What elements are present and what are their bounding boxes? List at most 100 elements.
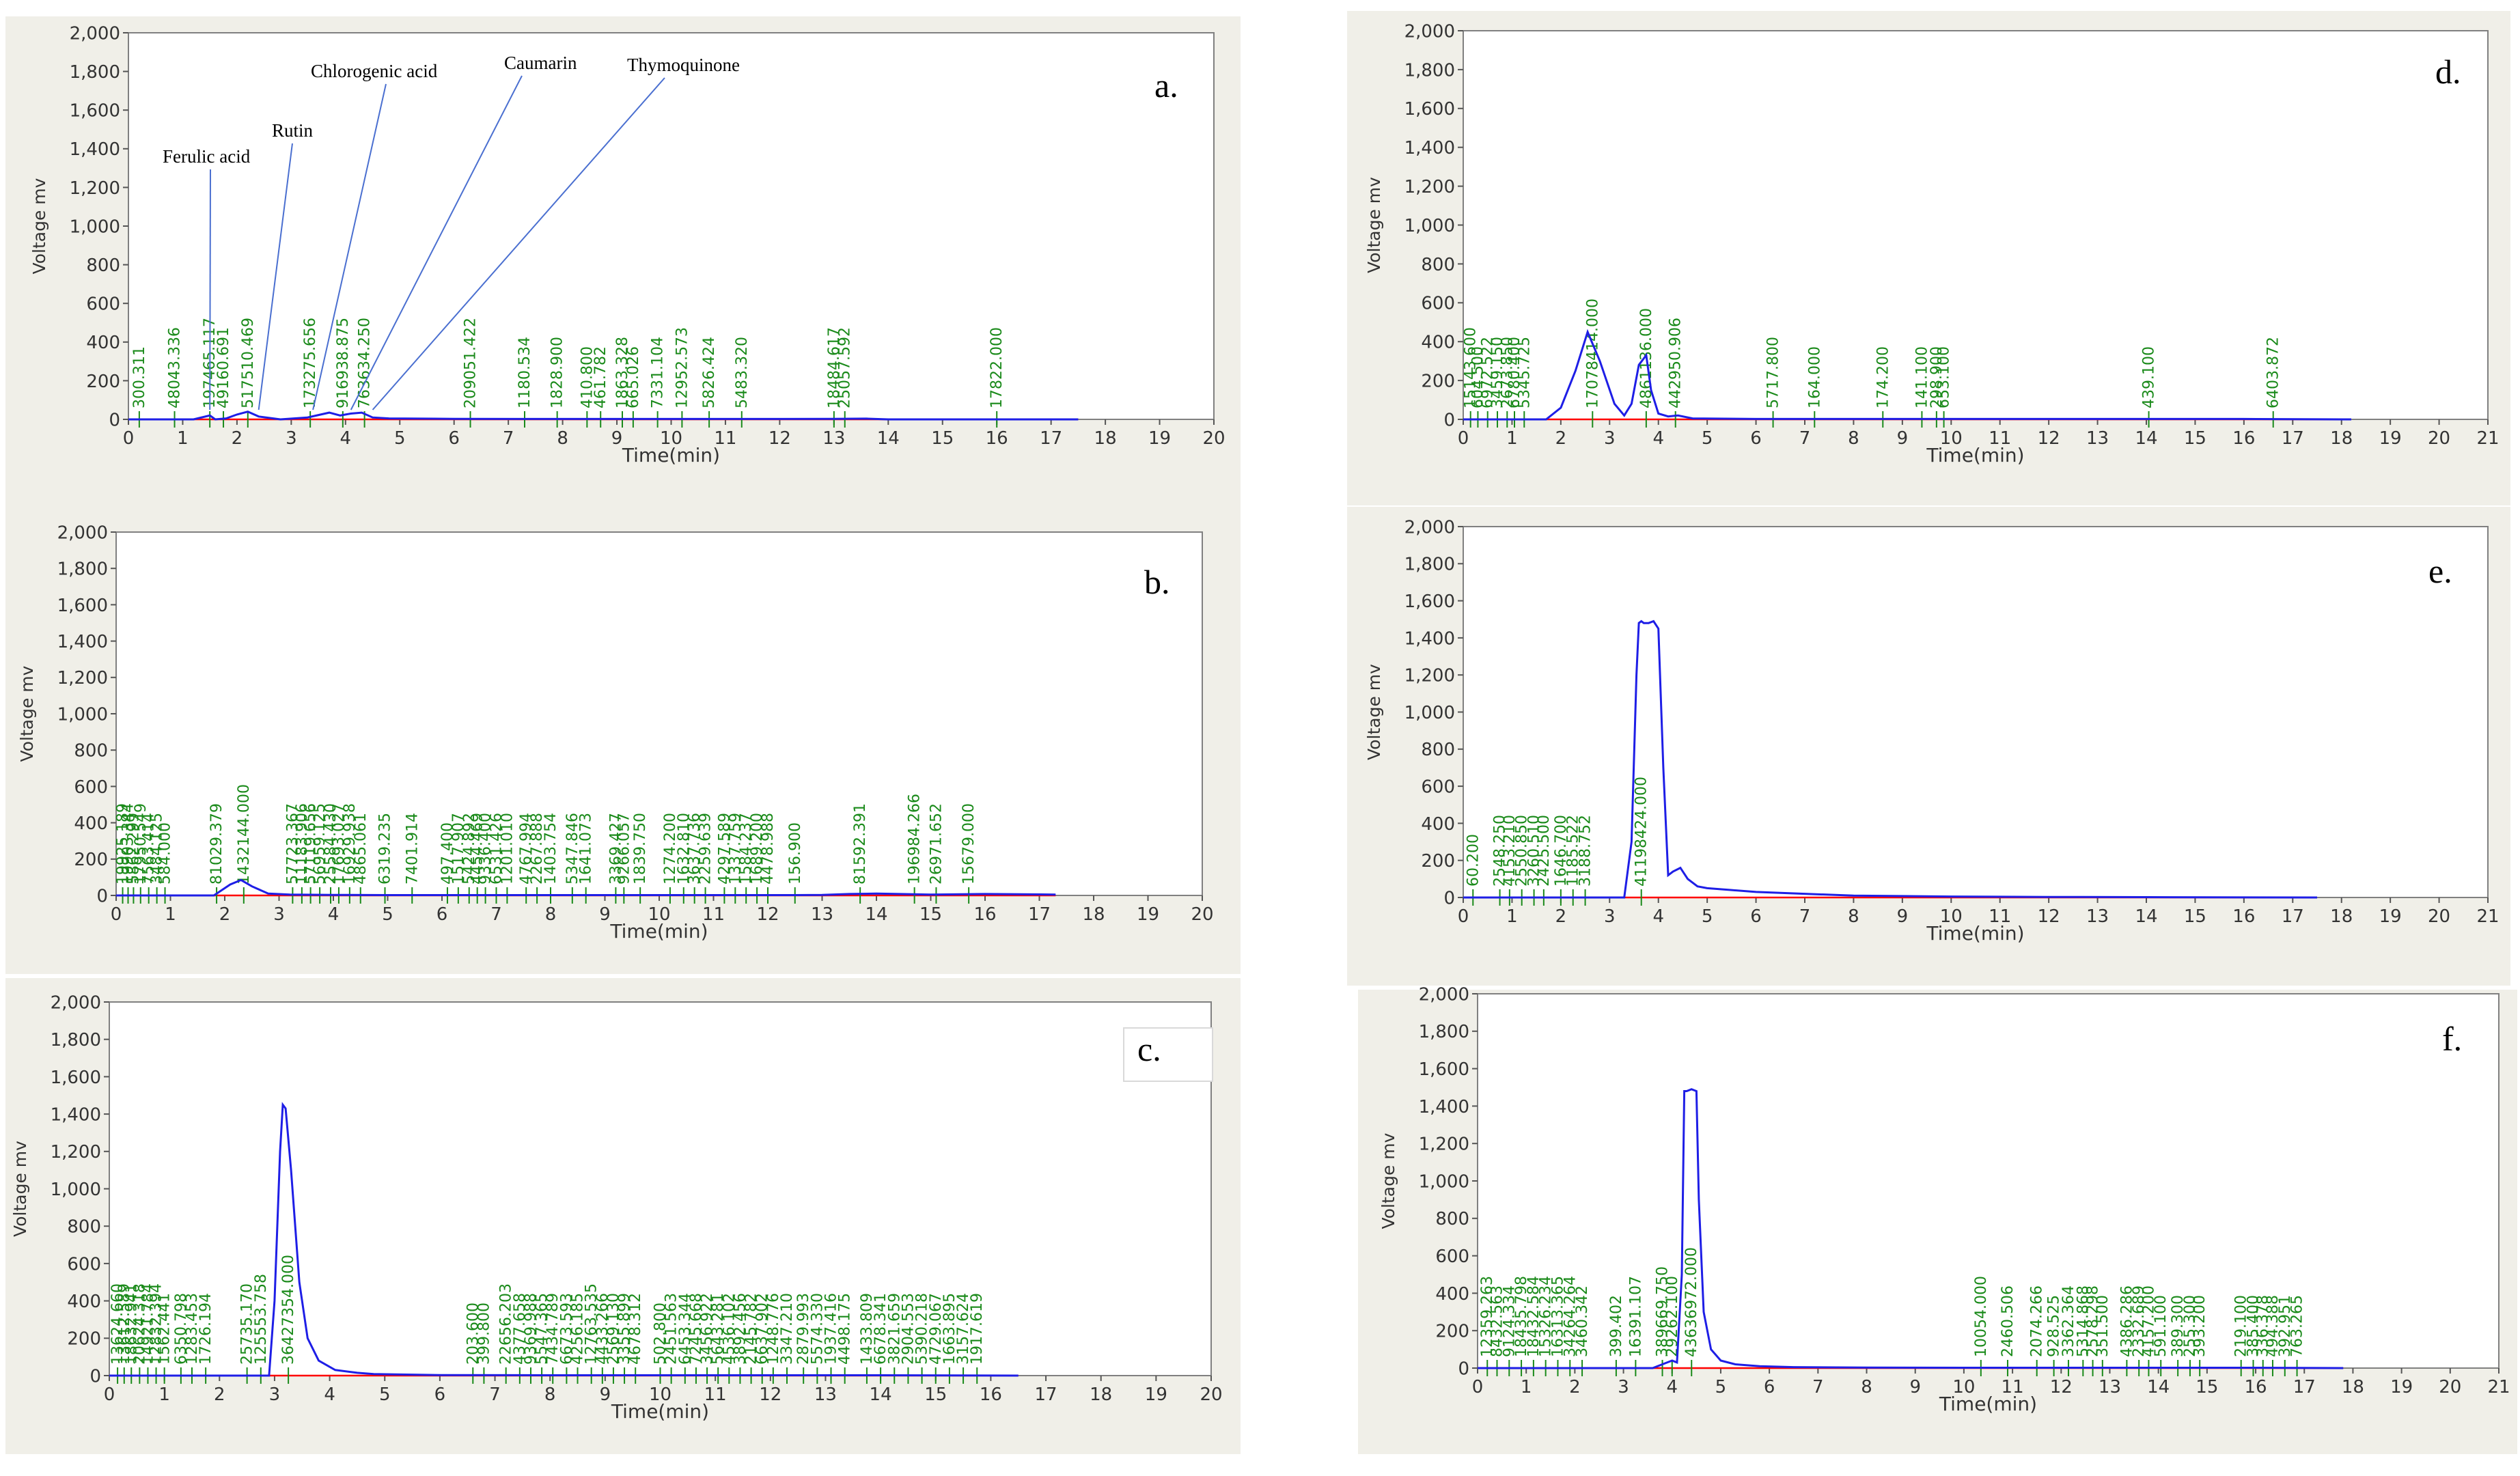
peak-label: 4256.185 <box>570 1293 587 1365</box>
peak-label: 591.100 <box>2152 1295 2170 1357</box>
peak-label: 17950.549 <box>133 803 150 885</box>
peak-label: 4729.067 <box>928 1293 945 1365</box>
peak-label: 1248.776 <box>765 1293 782 1365</box>
x-axis-label: Time(min) <box>611 1400 709 1423</box>
y-tick-label: 1,200 <box>51 1142 101 1162</box>
peak-label: 6350.798 <box>173 1293 190 1365</box>
peak-label: 16313.365 <box>1549 1276 1566 1357</box>
peak-label: 4386.286 <box>2118 1285 2135 1357</box>
peak-label: 4498.175 <box>837 1293 854 1365</box>
peak-label: 1689.200 <box>749 813 766 885</box>
peak-label: 18432.584 <box>1525 1276 1542 1357</box>
peak-label: 1283.453 <box>184 1293 201 1365</box>
x-tick-label: 16 <box>986 428 1008 449</box>
peak-label: 5390.218 <box>914 1293 931 1365</box>
plot-area <box>1477 993 2500 1369</box>
y-tick-label: 1,400 <box>1419 1097 1469 1117</box>
peak-label: 5717.800 <box>1765 337 1782 408</box>
y-tick-label: 2,000 <box>1419 984 1469 1005</box>
peak-label: 1632.810 <box>676 813 693 885</box>
peak-label: 12359.263 <box>1479 1276 1496 1357</box>
compound-annotation: Ferulic acid <box>163 146 251 167</box>
x-tick-label: 6 <box>1764 1377 1775 1397</box>
peak-label: 15679.000 <box>960 803 978 885</box>
x-tick-label: 19 <box>1145 1384 1167 1405</box>
peak-label: 399.402 <box>1608 1295 1625 1357</box>
peak-label: 6453.344 <box>677 1293 694 1365</box>
peak-label: 1517.907 <box>450 813 467 885</box>
x-tick-label: 16 <box>2232 428 2255 449</box>
peak-label: 1726.194 <box>197 1293 214 1365</box>
peak-label: 17822.000 <box>988 327 1006 408</box>
peak-label: 43636972.000 <box>1683 1247 1700 1357</box>
y-tick-label: 0 <box>89 1366 101 1387</box>
x-tick-label: 14 <box>870 1384 892 1405</box>
peak-label: 2569.130 <box>605 1293 622 1365</box>
x-axis-label: Time(min) <box>609 920 708 943</box>
peak-label: 17693.027 <box>331 803 348 885</box>
peak-label: 9266.057 <box>615 813 633 885</box>
panel-letter: b. <box>1144 563 1170 601</box>
peak-label: 15143.600 <box>1463 327 1480 408</box>
x-tick-label: 11 <box>704 1384 727 1405</box>
peak-label: 20624.318 <box>131 1283 148 1365</box>
peak-label: 156.900 <box>787 822 804 885</box>
peak-label: 1274.200 <box>662 813 679 885</box>
signal-trace <box>109 1102 1019 1377</box>
peak-label: 1433.809 <box>859 1293 876 1365</box>
x-tick-label: 2 <box>214 1384 225 1405</box>
chart-panel-f: 02004006008001,0001,2001,4001,6001,8002,… <box>1358 984 2517 1454</box>
x-tick-label: 18 <box>1094 428 1117 449</box>
peak-label: 7245.668 <box>688 1293 705 1365</box>
x-tick-label: 7 <box>1812 1377 1824 1397</box>
peak-label: 60.200 <box>1465 834 1482 887</box>
peak-label: 4865.061 <box>352 813 370 885</box>
y-tick-label: 1,800 <box>1419 1022 1469 1042</box>
x-axis-label: Time(min) <box>1926 444 2024 467</box>
peak-label: 2259.639 <box>697 813 715 885</box>
x-tick-label: 16 <box>980 1384 1002 1405</box>
x-tick-label: 4 <box>328 904 340 925</box>
signal-trace <box>116 878 1056 897</box>
peak-label: 1185.522 <box>1565 815 1582 887</box>
peak-label: 5424.892 <box>461 813 478 885</box>
x-tick-label: 10 <box>1940 906 1963 927</box>
y-tick-label: 200 <box>74 850 108 870</box>
peak-label: 14921.784 <box>139 1283 156 1365</box>
y-tick-label: 2,000 <box>70 23 120 44</box>
y-tick-label: 1,000 <box>1404 216 1455 236</box>
peak-label: 1201.010 <box>499 813 516 885</box>
x-tick-label: 18 <box>2330 906 2353 927</box>
y-tick-label: 1,400 <box>51 1104 101 1125</box>
y-axis-label: Voltage mv <box>1364 177 1384 273</box>
peak-label: 392.951 <box>2277 1295 2294 1357</box>
peak-label: 1839.750 <box>632 813 649 885</box>
peak-label: 6678.341 <box>872 1293 889 1365</box>
peak-label: 9124.334 <box>1501 1285 1518 1357</box>
x-tick-label: 11 <box>1989 906 2011 927</box>
y-tick-label: 0 <box>1458 1359 1469 1379</box>
y-tick-label: 1,600 <box>1404 99 1455 120</box>
peak-label: 41198424.000 <box>1633 777 1650 887</box>
x-tick-label: 20 <box>2428 428 2450 449</box>
peak-label: 2425.500 <box>1536 815 1553 887</box>
x-tick-label: 2 <box>1569 1377 1581 1397</box>
peak-label: 13612.589 <box>116 1283 133 1365</box>
annotation-leader <box>258 143 293 410</box>
x-tick-label: 21 <box>2476 906 2499 927</box>
panel-letter-box <box>1123 1027 1213 1082</box>
x-tick-label: 17 <box>1040 428 1062 449</box>
y-tick-label: 1,800 <box>1404 555 1455 575</box>
peak-label: 26971.652 <box>928 803 945 885</box>
peak-label: 1432144.000 <box>236 784 253 885</box>
x-tick-label: 12 <box>759 1384 781 1405</box>
peak-label: 1646.700 <box>1553 815 1570 887</box>
y-tick-label: 1,200 <box>70 178 120 199</box>
y-tick-label: 1,400 <box>1404 628 1455 649</box>
peak-label: 9369.988 <box>523 1293 540 1365</box>
y-tick-label: 1,600 <box>57 596 108 616</box>
y-tick-label: 1,200 <box>1419 1134 1469 1155</box>
x-tick-label: 1 <box>158 1384 170 1405</box>
peak-label: 5347.846 <box>564 813 581 885</box>
peak-label: 12832.394 <box>148 1283 165 1365</box>
